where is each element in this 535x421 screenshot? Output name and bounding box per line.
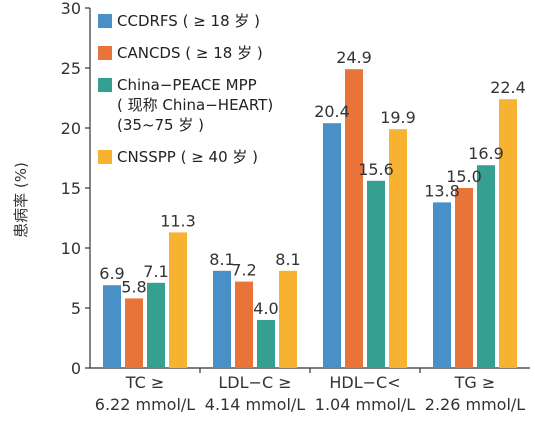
legend-swatch <box>98 14 112 28</box>
category-label-line1: TG ≥ <box>454 373 496 392</box>
bar <box>455 188 473 368</box>
category-label-line1: LDL−C ≥ <box>218 373 291 392</box>
legend-swatch <box>98 78 112 92</box>
y-tick-label: 25 <box>61 59 81 78</box>
bar-value-label: 8.1 <box>209 250 234 269</box>
category-label-line2: 6.22 mmol/L <box>95 395 196 414</box>
bar-value-label: 4.0 <box>253 299 278 318</box>
bars <box>103 69 517 368</box>
category-label-line2: 2.26 mmol/L <box>425 395 526 414</box>
category-label-line2: 4.14 mmol/L <box>205 395 306 414</box>
bar <box>323 123 341 368</box>
bar <box>147 282 165 368</box>
bar <box>345 69 363 368</box>
bar <box>235 281 253 368</box>
bar <box>389 129 407 368</box>
bar <box>477 165 495 368</box>
bar-value-label: 7.1 <box>143 262 168 281</box>
bar <box>103 285 121 368</box>
bar <box>125 298 143 368</box>
bar-value-label: 11.3 <box>160 211 196 230</box>
y-tick-label: 20 <box>61 119 81 138</box>
y-axis-label: 患病率 (%) <box>12 162 30 238</box>
bar <box>279 270 297 368</box>
bar-value-label: 15.6 <box>358 160 394 179</box>
bar <box>367 180 385 368</box>
y-tick-label: 10 <box>61 239 81 258</box>
bar <box>499 99 517 368</box>
category-labels: TC ≥ 6.22 mmol/L LDL−C ≥ 4.14 mmol/L HDL−C< 1… <box>95 373 526 414</box>
legend-label: China−PEACE MPP <box>117 76 257 94</box>
legend-label: (35~75 岁 ) <box>117 116 204 134</box>
value-labels: 6.95.87.111.38.17.24.08.120.424.915.619.… <box>99 48 526 318</box>
bar <box>433 202 451 368</box>
bar-value-label: 19.9 <box>380 108 416 127</box>
y-tick-label: 15 <box>61 179 81 198</box>
bar <box>169 232 187 368</box>
bar-value-label: 16.9 <box>468 144 504 163</box>
legend-label: CCDRFS ( ≥ 18 岁 ) <box>117 12 260 30</box>
bar-value-label: 13.8 <box>424 181 460 200</box>
legend-label: CANCDS ( ≥ 18 岁 ) <box>117 44 263 62</box>
category-label-line1: HDL−C< <box>329 373 400 392</box>
bar-value-label: 22.4 <box>490 78 526 97</box>
bar-value-label: 24.9 <box>336 48 372 67</box>
bar-value-label: 8.1 <box>275 250 300 269</box>
category-label-line2: 1.04 mmol/L <box>315 395 416 414</box>
legend-swatch <box>98 150 112 164</box>
bar-value-label: 7.2 <box>231 261 256 280</box>
y-tick-label: 5 <box>71 299 81 318</box>
category-label-line1: TC ≥ <box>125 373 165 392</box>
bar <box>257 320 275 368</box>
bar <box>213 270 231 368</box>
bar-value-label: 15.0 <box>446 167 482 186</box>
bar-value-label: 5.8 <box>121 277 146 296</box>
legend: CCDRFS ( ≥ 18 岁 ) CANCDS ( ≥ 18 岁 ) China−… <box>98 12 273 166</box>
legend-label: ( 现称 China−HEART) <box>117 96 273 114</box>
legend-label: CNSSPP ( ≥ 40 岁 ) <box>117 148 258 166</box>
bar-value-label: 6.9 <box>99 264 124 283</box>
y-tick-label: 0 <box>71 359 81 378</box>
legend-swatch <box>98 46 112 60</box>
bar-value-label: 20.4 <box>314 102 350 121</box>
y-tick-label: 30 <box>61 0 81 18</box>
